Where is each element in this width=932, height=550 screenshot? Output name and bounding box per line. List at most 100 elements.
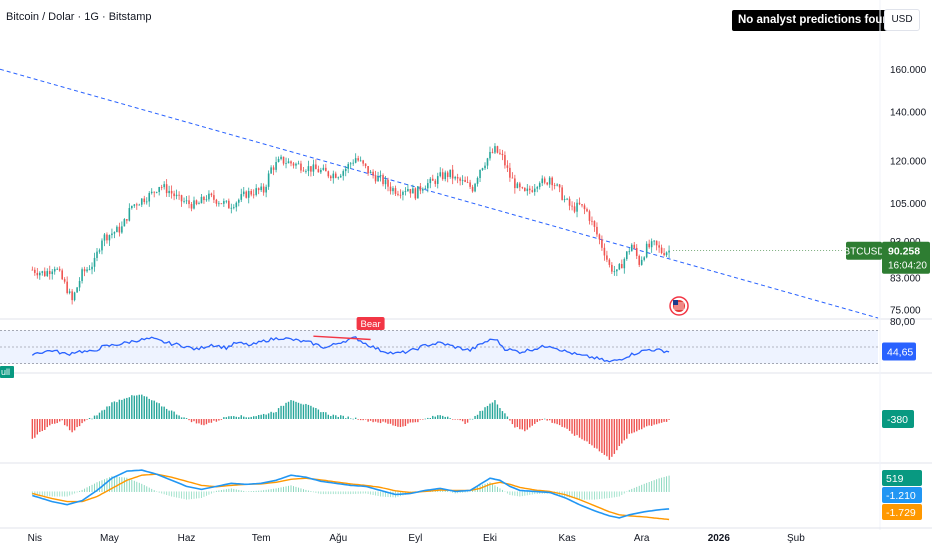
candle	[633, 241, 636, 250]
candle-body	[389, 186, 392, 192]
histogram-bar	[571, 419, 573, 434]
histogram-bar	[287, 401, 290, 419]
time-tick-label: Eki	[483, 533, 497, 544]
candle-body	[300, 163, 302, 171]
candle	[111, 228, 113, 239]
candle-body	[71, 291, 73, 301]
macd-value-badge	[882, 504, 922, 520]
candle-body	[650, 241, 653, 248]
candle-body	[434, 180, 437, 184]
candle	[86, 266, 88, 273]
histogram-bar	[429, 418, 431, 419]
candle-body	[524, 187, 526, 191]
candle	[68, 288, 71, 295]
candle-body	[354, 158, 357, 163]
candle	[347, 162, 350, 174]
histogram-bar	[103, 409, 106, 419]
histogram-bar	[215, 419, 218, 422]
histogram-bar	[44, 419, 46, 430]
candle-body	[511, 177, 514, 179]
histogram-bar	[205, 419, 208, 425]
candle-body	[374, 175, 377, 182]
candle-body	[228, 200, 230, 209]
candle-body	[188, 200, 190, 205]
candle-body	[561, 187, 563, 200]
candle	[195, 199, 198, 206]
candle	[444, 170, 447, 182]
histogram-bar	[337, 416, 339, 419]
candle-body	[185, 200, 188, 202]
candle	[464, 176, 466, 183]
histogram-bar	[300, 403, 302, 419]
candle	[334, 171, 337, 179]
candle-body	[618, 264, 621, 270]
histogram-bar	[121, 399, 123, 419]
histogram-bar	[548, 419, 551, 421]
candle	[524, 187, 526, 192]
currency-selector[interactable]: USD	[884, 9, 920, 31]
histogram-bar	[621, 419, 623, 444]
candle-body	[332, 173, 335, 179]
histogram-bar	[354, 417, 357, 419]
candle	[56, 267, 59, 270]
candle-body	[205, 199, 208, 201]
histogram-bar	[170, 410, 173, 419]
candle-body	[404, 191, 407, 193]
candle	[412, 184, 414, 194]
candle	[337, 176, 340, 180]
candle-body	[436, 176, 439, 184]
histogram-bar	[451, 419, 454, 420]
histogram-bar	[444, 416, 446, 419]
histogram-bar	[534, 419, 536, 424]
candle-body	[106, 234, 108, 241]
histogram-bar	[516, 419, 519, 428]
candle-body	[621, 264, 623, 269]
histogram-bar	[228, 416, 230, 419]
candle	[556, 183, 558, 187]
histogram-bar	[108, 406, 111, 419]
candle	[640, 256, 643, 266]
candle-body	[566, 198, 568, 200]
candle	[168, 185, 170, 197]
candle	[285, 157, 287, 169]
candle	[553, 182, 556, 190]
candle	[235, 201, 238, 212]
histogram-bar	[536, 419, 538, 423]
candle-body	[362, 160, 364, 164]
candle	[546, 181, 548, 186]
candle-body	[491, 151, 494, 153]
histogram-bar	[230, 416, 233, 419]
candle	[372, 169, 374, 179]
candle	[247, 187, 250, 204]
candle-body	[310, 166, 312, 172]
candle-body	[568, 198, 571, 206]
candle-body	[643, 257, 645, 260]
histogram-bar	[648, 419, 650, 426]
candle-body	[116, 226, 118, 233]
candle-body	[113, 232, 116, 234]
macd-value: -1.210	[886, 490, 916, 502]
candle	[454, 175, 456, 181]
candle	[491, 148, 494, 154]
candle	[541, 175, 544, 187]
histogram-bar	[509, 419, 511, 421]
candle-body	[603, 247, 606, 256]
candle	[404, 187, 407, 196]
candle-body	[633, 244, 636, 248]
candle	[51, 268, 54, 280]
histogram-bar	[325, 412, 327, 419]
candle-body	[344, 168, 347, 172]
candle-body	[581, 204, 583, 206]
candle-body	[419, 186, 422, 191]
candle-body	[357, 158, 359, 161]
candle-body	[369, 171, 372, 174]
histogram-bar	[449, 418, 451, 419]
candles	[31, 143, 670, 305]
candle	[531, 186, 534, 193]
histogram-bar	[36, 419, 39, 435]
candle-body	[461, 179, 464, 181]
candle	[160, 184, 163, 191]
histogram-bar	[476, 414, 479, 419]
candle-body	[68, 291, 71, 293]
